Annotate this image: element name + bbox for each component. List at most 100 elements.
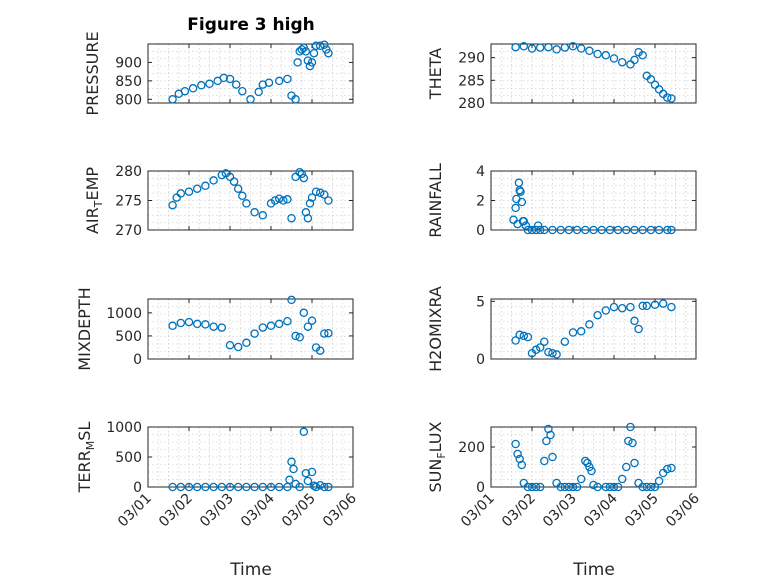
data-point bbox=[176, 482, 186, 492]
y-tick-label: 290 bbox=[458, 51, 485, 67]
data-point bbox=[628, 438, 637, 448]
data-point bbox=[658, 299, 668, 308]
data-point bbox=[517, 460, 527, 470]
data-point bbox=[315, 41, 325, 51]
data-point bbox=[624, 436, 633, 446]
data-point bbox=[527, 225, 537, 235]
data-point bbox=[663, 464, 672, 474]
data-point bbox=[626, 422, 635, 432]
data-point bbox=[605, 482, 615, 492]
axes-frame bbox=[490, 298, 697, 360]
data-point bbox=[663, 225, 672, 235]
data-point bbox=[301, 208, 311, 217]
data-point bbox=[617, 474, 627, 484]
y-tick-label: 0 bbox=[133, 480, 142, 496]
data-point bbox=[299, 427, 309, 437]
data-point bbox=[315, 188, 325, 198]
data-point bbox=[576, 474, 586, 484]
figure-title: Figure 3 high bbox=[187, 15, 315, 35]
plot-area bbox=[491, 299, 696, 359]
y-tick-label: 500 bbox=[115, 450, 142, 466]
data-point bbox=[320, 40, 329, 49]
data-point bbox=[521, 221, 531, 230]
data-point bbox=[242, 482, 251, 492]
data-point bbox=[593, 49, 602, 59]
data-point bbox=[556, 225, 565, 235]
data-point bbox=[301, 468, 311, 478]
data-point bbox=[233, 482, 243, 492]
data-point bbox=[250, 329, 259, 338]
data-point bbox=[511, 42, 520, 52]
data-point bbox=[560, 337, 570, 346]
data-point bbox=[192, 184, 202, 193]
data-point bbox=[217, 482, 227, 492]
data-point bbox=[552, 350, 561, 359]
data-point bbox=[568, 42, 578, 51]
data-point bbox=[168, 482, 177, 492]
data-point bbox=[564, 225, 574, 235]
data-point bbox=[638, 225, 647, 235]
data-point bbox=[311, 187, 321, 196]
data-point bbox=[630, 458, 639, 468]
data-point bbox=[587, 466, 596, 476]
x-axis-label-left: Time bbox=[229, 560, 272, 580]
data-point bbox=[576, 44, 586, 53]
data-point bbox=[654, 225, 664, 235]
y-tick-label: 280 bbox=[115, 164, 142, 180]
data-point bbox=[654, 476, 664, 486]
data-point bbox=[546, 430, 555, 440]
data-point bbox=[307, 316, 317, 325]
data-point bbox=[324, 328, 333, 338]
data-point bbox=[613, 225, 623, 235]
data-point bbox=[287, 295, 296, 305]
data-point bbox=[542, 436, 551, 446]
data-point bbox=[297, 169, 307, 179]
data-point bbox=[258, 482, 268, 492]
data-point bbox=[548, 452, 557, 462]
data-point bbox=[297, 45, 307, 54]
data-point bbox=[634, 324, 643, 334]
axes-frame bbox=[147, 298, 354, 360]
data-point bbox=[548, 225, 557, 235]
data-point bbox=[295, 333, 304, 342]
data-point bbox=[617, 303, 627, 313]
data-point bbox=[250, 208, 259, 217]
y-axis-label: AIRTEMP bbox=[83, 167, 105, 234]
data-point bbox=[254, 87, 263, 97]
data-point bbox=[667, 94, 676, 103]
data-point bbox=[515, 330, 524, 340]
data-point bbox=[517, 197, 527, 207]
data-point bbox=[622, 225, 631, 235]
y-axis-label: RAINFALL bbox=[426, 163, 445, 238]
data-point bbox=[266, 482, 276, 492]
data-point bbox=[274, 194, 284, 203]
data-point bbox=[291, 331, 300, 341]
data-point bbox=[650, 482, 660, 492]
data-point bbox=[303, 213, 313, 223]
data-point bbox=[168, 95, 177, 104]
y-tick-label: 200 bbox=[458, 440, 485, 456]
y-tick-label: 0 bbox=[476, 352, 485, 368]
data-point bbox=[585, 320, 594, 329]
data-point bbox=[617, 57, 627, 67]
data-point bbox=[531, 345, 541, 355]
data-point bbox=[217, 170, 227, 180]
data-point bbox=[511, 336, 520, 345]
data-point bbox=[667, 463, 676, 473]
data-point bbox=[201, 181, 210, 191]
data-point bbox=[581, 456, 590, 466]
data-point bbox=[274, 76, 284, 86]
data-point bbox=[609, 54, 619, 63]
y-tick-label: 280 bbox=[458, 96, 485, 112]
data-point bbox=[535, 43, 545, 52]
y-tick-label: 500 bbox=[115, 329, 142, 345]
data-point bbox=[303, 322, 313, 331]
data-point bbox=[556, 482, 565, 492]
data-point bbox=[583, 458, 592, 468]
data-point bbox=[572, 225, 582, 235]
data-point bbox=[519, 331, 529, 341]
data-point bbox=[642, 301, 652, 311]
data-point bbox=[320, 482, 329, 492]
data-point bbox=[560, 482, 570, 492]
